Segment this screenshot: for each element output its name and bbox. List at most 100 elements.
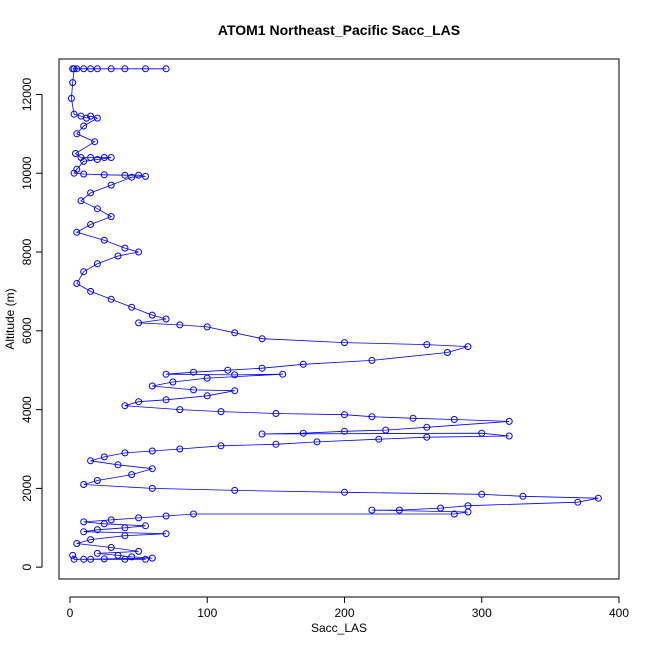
data-point xyxy=(224,366,232,374)
data-point xyxy=(93,156,101,163)
x-tick-label: 100 xyxy=(197,606,217,620)
plot-frame xyxy=(58,58,620,580)
data-point xyxy=(190,368,197,376)
data-point xyxy=(80,65,88,73)
data-point xyxy=(128,553,136,561)
data-point xyxy=(190,510,197,518)
y-tick-label: 2000 xyxy=(20,475,34,502)
data-point xyxy=(341,339,348,347)
data-point xyxy=(437,504,445,512)
data-point xyxy=(148,484,156,492)
data-point xyxy=(162,396,170,404)
data-point xyxy=(341,427,348,435)
data-point xyxy=(107,295,115,303)
data-point xyxy=(279,370,287,378)
data-point xyxy=(80,518,88,526)
data-point xyxy=(121,524,129,532)
data-point xyxy=(231,329,239,337)
data-point xyxy=(148,465,156,473)
data-point xyxy=(258,364,266,372)
data-point xyxy=(423,341,431,349)
data-point xyxy=(87,112,95,120)
data-point xyxy=(231,486,239,494)
data-point xyxy=(121,171,129,179)
data-point xyxy=(594,494,602,502)
data-point xyxy=(87,65,95,73)
data-point xyxy=(217,408,225,416)
data-point xyxy=(70,555,78,563)
data-point xyxy=(73,228,81,236)
data-point xyxy=(313,438,321,446)
data-point xyxy=(121,449,129,457)
data-point xyxy=(93,260,101,268)
x-axis: 0 100 200 300 400 xyxy=(67,596,629,620)
data-point xyxy=(169,378,177,386)
data-point xyxy=(450,510,458,518)
data-point xyxy=(574,498,582,506)
data-point xyxy=(231,371,239,379)
data-point xyxy=(69,79,77,87)
data-point xyxy=(190,386,197,394)
data-point xyxy=(107,65,115,73)
data-point xyxy=(114,551,122,559)
y-tick-label: 10000 xyxy=(20,156,34,190)
data-point xyxy=(80,157,88,165)
data-point xyxy=(135,319,143,327)
data-point xyxy=(464,508,472,516)
plot-area xyxy=(67,65,602,563)
data-point xyxy=(135,171,143,179)
data-point xyxy=(87,189,95,197)
data-point xyxy=(107,154,115,161)
data-point xyxy=(100,555,108,563)
data-point xyxy=(395,506,403,514)
data-point xyxy=(299,429,307,437)
data-point xyxy=(368,356,376,364)
data-point xyxy=(135,398,143,406)
y-tick-label: 4000 xyxy=(20,396,34,423)
data-point xyxy=(107,213,115,221)
y-tick-label: 12000 xyxy=(20,77,34,111)
data-point xyxy=(80,528,88,536)
chart-title: ATOM1 Northeast_Pacific Sacc_LAS xyxy=(218,22,460,38)
data-point xyxy=(87,536,95,544)
data-point xyxy=(93,549,101,557)
data-point xyxy=(87,457,95,465)
data-point xyxy=(142,172,149,180)
data-point xyxy=(93,114,101,122)
data-point xyxy=(91,138,99,146)
data-point xyxy=(70,65,78,73)
y-tick-label: 6000 xyxy=(20,317,34,344)
y-tick-label: 8000 xyxy=(20,238,34,265)
data-point xyxy=(80,170,88,178)
data-point xyxy=(93,526,101,534)
data-point xyxy=(100,520,108,528)
data-point xyxy=(70,169,78,177)
y-axis: 0 2000 4000 6000 8000 10000 12000 xyxy=(20,77,43,571)
data-point xyxy=(73,280,81,287)
data-point xyxy=(162,315,170,323)
data-point xyxy=(341,411,348,419)
data-point xyxy=(142,555,149,563)
data-point xyxy=(368,413,376,421)
data-point xyxy=(368,506,376,514)
data-point xyxy=(73,540,81,547)
data-point xyxy=(121,65,129,73)
data-point xyxy=(72,150,79,157)
data-point xyxy=(478,490,486,498)
data-point xyxy=(121,532,129,540)
data-point xyxy=(107,516,115,524)
data-point xyxy=(203,374,211,382)
data-point xyxy=(272,410,280,417)
data-point xyxy=(73,65,81,73)
data-point xyxy=(100,236,108,244)
data-point xyxy=(69,551,77,559)
data-point xyxy=(93,65,101,73)
data-point xyxy=(203,323,211,331)
data-point xyxy=(519,492,527,500)
data-point xyxy=(203,392,211,400)
x-tick-label: 400 xyxy=(609,606,629,620)
data-point xyxy=(162,530,170,538)
data-point xyxy=(148,311,156,319)
data-point xyxy=(80,481,88,488)
